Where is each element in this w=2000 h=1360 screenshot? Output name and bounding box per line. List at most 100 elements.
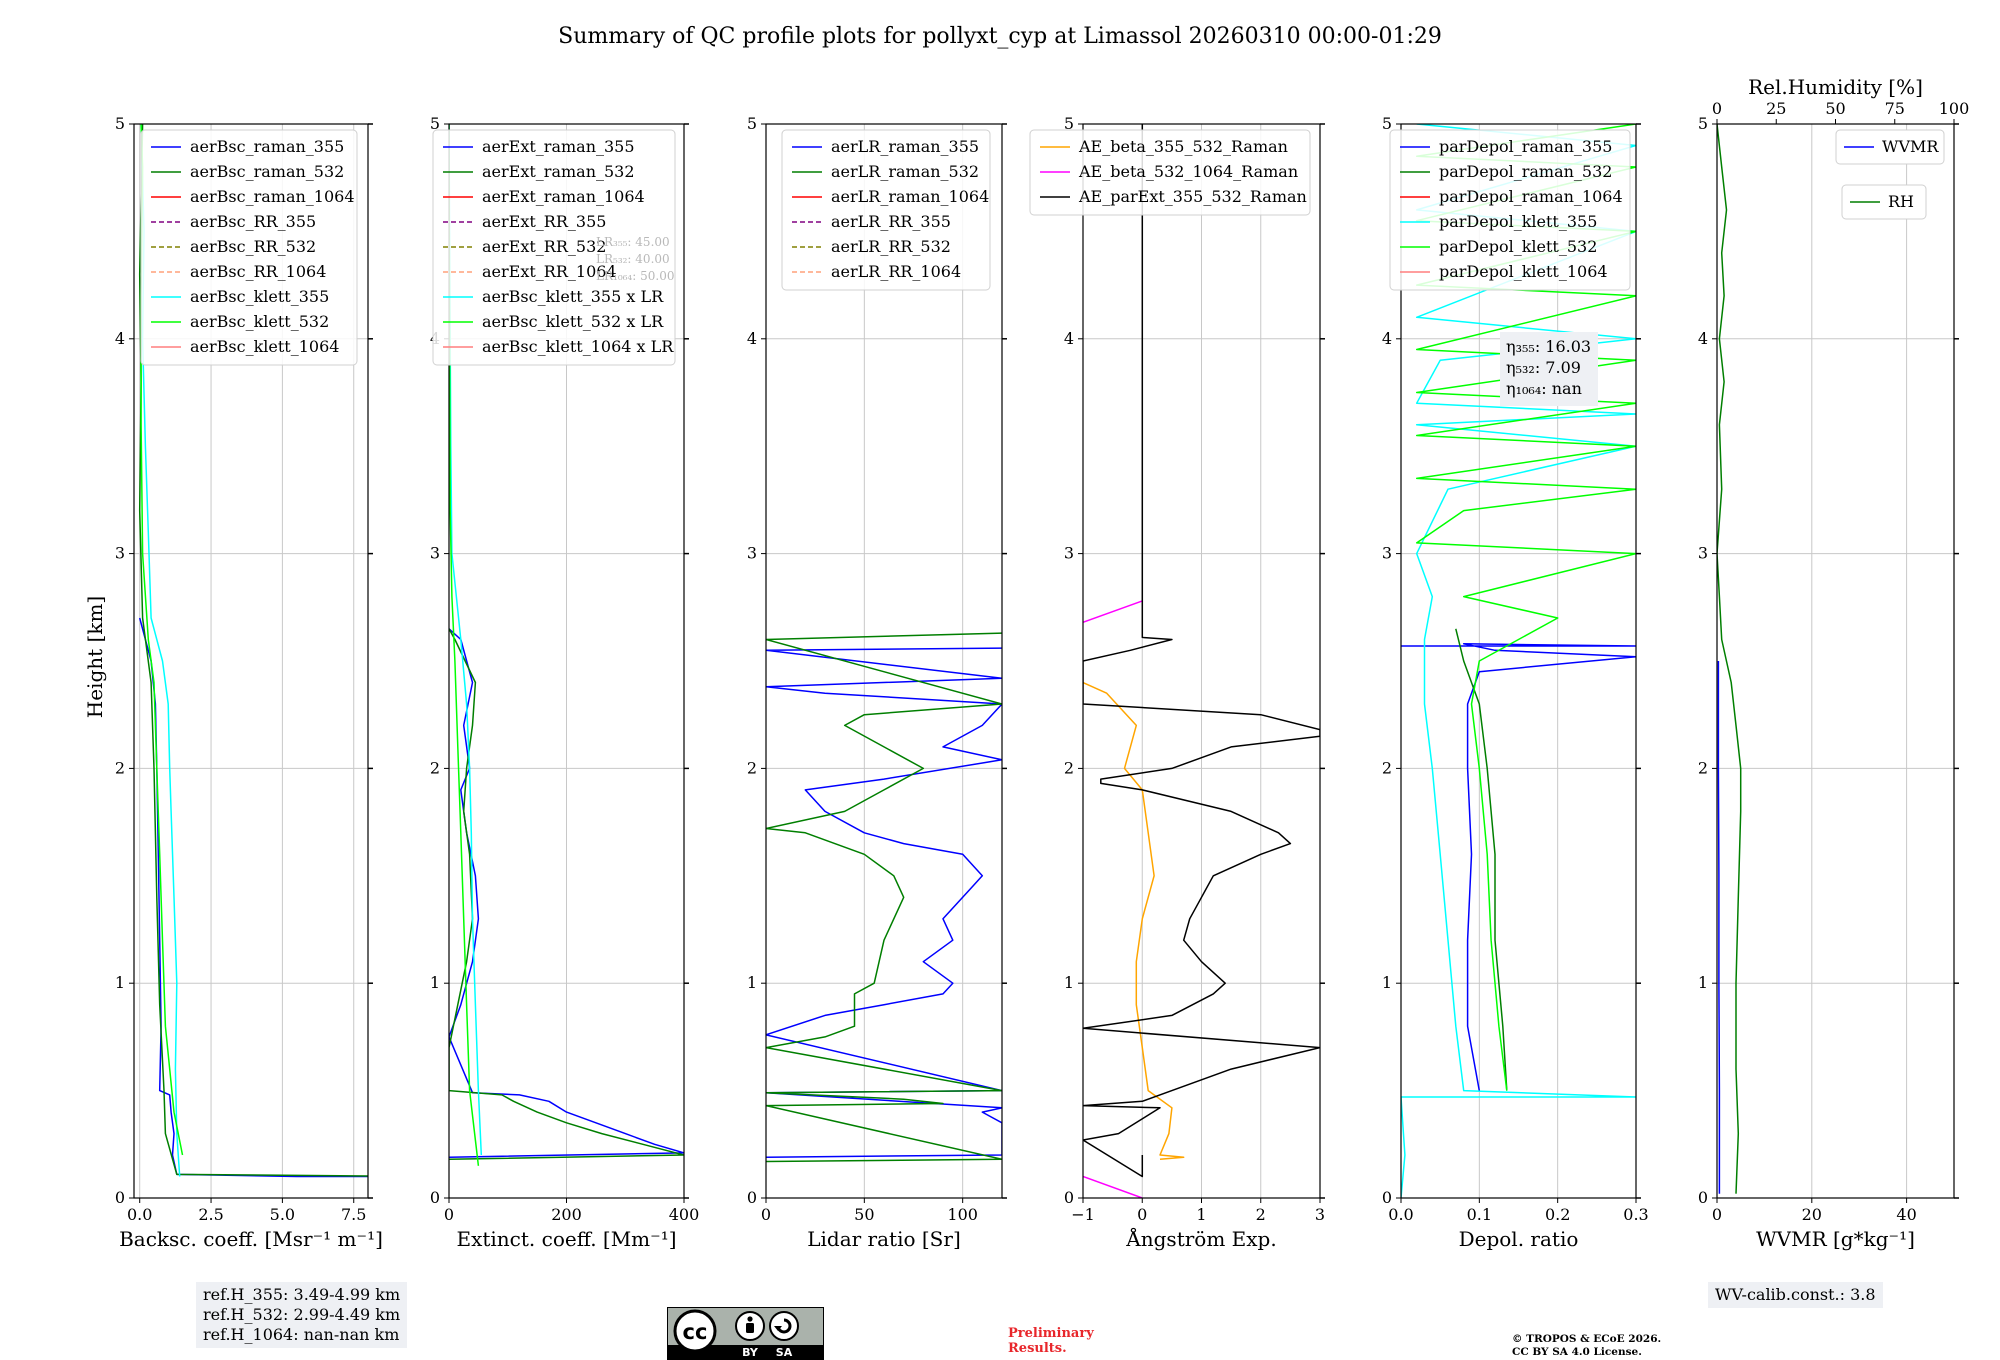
- series-AE_beta_532_1064_Raman: [1083, 1175, 1143, 1198]
- series-aerLR_raman_355: [766, 647, 1002, 1158]
- series-aerExt_raman_532: [449, 628, 684, 1161]
- panel-bsc: 0.0 2.5 5.0 7.5 0 1 2 3 4 5 Backsc. coeff. [Msr⁻¹ …: [115, 114, 383, 1251]
- series-aerLR_raman_532: [766, 632, 1002, 1163]
- y-tick-label-ae: 1: [1064, 973, 1074, 992]
- x-tick-label-ae: 2: [1256, 1205, 1266, 1224]
- x-tick-label-ae: 3: [1315, 1205, 1325, 1224]
- top-tick-label-wv: 100: [1939, 99, 1970, 118]
- series-aerBsc_klett_355: [140, 124, 181, 1177]
- y-tick-label-depol: 4: [1382, 329, 1392, 348]
- y-tick-label-bsc: 0: [115, 1188, 125, 1207]
- lr-annotation: LR₃₅₅: 45.00: [596, 235, 670, 249]
- x-tick-label-depol: 0.1: [1467, 1205, 1492, 1224]
- x-tick-label-wv: 20: [1802, 1205, 1822, 1224]
- y-tick-label-ext: 2: [430, 758, 440, 777]
- y-tick-label-depol: 3: [1382, 544, 1392, 563]
- y-tick-label-wv: 3: [1698, 544, 1708, 563]
- axes-frame-bsc: [133, 123, 369, 1199]
- legend-box-wvmr: [1835, 129, 1945, 165]
- legend-label-bsc: aerBsc_klett_1064: [190, 337, 339, 356]
- legend-box-rh: [1841, 184, 1927, 220]
- ref-height-1064: ref.H_1064: nan-nan km: [203, 1325, 400, 1344]
- series-parDepol_raman_532: [1455, 628, 1508, 1091]
- by-label: BY: [742, 1346, 759, 1359]
- x-axis-label-depol: Depol. ratio: [1459, 1227, 1579, 1251]
- x-tick-label-bsc: 5.0: [270, 1205, 295, 1224]
- preliminary-line1: Preliminary: [1008, 1326, 1094, 1341]
- y-tick-label-ae: 5: [1064, 114, 1074, 133]
- preliminary-line2: Results.: [1008, 1341, 1067, 1356]
- legend-label-bsc: aerBsc_RR_532: [190, 237, 316, 256]
- x-axis-label-ext: Extinct. coeff. [Mm⁻¹]: [456, 1227, 676, 1251]
- y-tick-label-ext: 3: [430, 544, 440, 563]
- x-tick-label-ae: 0: [1137, 1205, 1147, 1224]
- legend-box-depol: [1389, 129, 1631, 291]
- eta-box: [1500, 332, 1598, 406]
- y-tick-label-wv: 4: [1698, 329, 1708, 348]
- x-tick-label-depol: 0.0: [1388, 1205, 1413, 1224]
- copyright-line1: © TROPOS & ECoE 2026.: [1512, 1333, 1662, 1345]
- legend-label-ext: aerExt_RR_532: [482, 237, 606, 256]
- ref-height-355: ref.H_355: 3.49-4.99 km: [203, 1285, 401, 1304]
- legend-label-bsc: aerBsc_raman_532: [190, 162, 344, 181]
- legend-label-ext: aerExt_RR_355: [482, 212, 606, 231]
- cc-logo-text: cc: [683, 1320, 708, 1344]
- y-tick-label-bsc: 3: [115, 544, 125, 563]
- series-parDepol_raman_355: [1401, 643, 1636, 1091]
- legend-label-depol: parDepol_raman_355: [1439, 137, 1612, 156]
- ref-height-532: ref.H_532: 2.99-4.49 km: [203, 1305, 401, 1324]
- y-tick-label-wv: 5: [1698, 114, 1708, 133]
- x-tick-label-lr: 50: [854, 1205, 874, 1224]
- series-parDepol_klett_355: [1401, 124, 1636, 1198]
- copyright-line2: CC BY SA 4.0 License.: [1512, 1346, 1642, 1358]
- y-tick-label-lr: 3: [747, 544, 757, 563]
- legend-box-bsc: [140, 129, 358, 366]
- x-tick-label-bsc: 2.5: [198, 1205, 223, 1224]
- x-axis-label-wv: WVMR [g*kg⁻¹]: [1756, 1227, 1915, 1251]
- x-tick-label-ae: −1: [1071, 1205, 1095, 1224]
- y-tick-label-wv: 2: [1698, 758, 1708, 777]
- legend-label-depol: parDepol_klett_1064: [1439, 262, 1608, 281]
- series-aerExt_raman_355: [449, 628, 684, 1158]
- legend-label-ext: aerBsc_klett_1064 x LR: [482, 337, 674, 356]
- y-tick-label-bsc: 5: [115, 114, 125, 133]
- legend-label-depol: parDepol_klett_355: [1439, 212, 1597, 231]
- legend-label-ae: AE_beta_532_1064_Raman: [1078, 162, 1298, 181]
- series-group-lr: [766, 632, 1002, 1163]
- y-axis-label: Height [km]: [83, 596, 107, 718]
- x-tick-label-bsc: 0.0: [127, 1205, 152, 1224]
- sa-share-icon: [769, 1311, 799, 1341]
- copyright-note: © TROPOS & ECoE 2026. CC BY SA 4.0 Licen…: [1512, 1333, 1661, 1359]
- y-tick-label-ae: 0: [1064, 1188, 1074, 1207]
- legend-label-ae: AE_parExt_355_532_Raman: [1078, 187, 1307, 206]
- legend-label-bsc: aerBsc_klett_532: [190, 312, 329, 331]
- series-aerBsc_klett_532 x LR: [449, 124, 480, 1166]
- x-tick-label-bsc: 7.5: [341, 1205, 366, 1224]
- wv-calib-const: WV-calib.const.: 3.8: [1715, 1285, 1876, 1304]
- panel-depol: 0.0 0.1 0.2 0.3 0 1 2 3 4 5 Depol. ratio parDepol_r…: [1382, 114, 1649, 1251]
- legend-label-ext: aerBsc_klett_532 x LR: [482, 312, 664, 331]
- legend-label-bsc: aerBsc_raman_355: [190, 137, 344, 156]
- series-group-ae: [1083, 124, 1320, 1198]
- series-AE_beta_355_532_Raman: [1083, 681, 1185, 1161]
- panel-wv: 0 20 40 0 1 2 3 4 5 WVMR [g*kg⁻¹] 0 25 50 75 100 Rel.Hu…: [1698, 75, 1969, 1251]
- x-tick-label-lr: 0: [761, 1205, 771, 1224]
- y-tick-label-ae: 4: [1064, 329, 1074, 348]
- y-tick-label-ext: 0: [430, 1188, 440, 1207]
- sa-label: SA: [776, 1346, 793, 1359]
- y-tick-label-bsc: 1: [115, 973, 125, 992]
- eta-annotation: η₃₅₅: 16.03: [1506, 337, 1591, 356]
- legend-label-lr: aerLR_raman_355: [831, 137, 979, 156]
- legend-label-ext: aerExt_RR_1064: [482, 262, 617, 281]
- lr-annotation: LR₅₃₂: 40.00: [596, 252, 670, 266]
- legend-label-bsc: aerBsc_RR_1064: [190, 262, 326, 281]
- legend-label-lr: aerLR_RR_355: [831, 212, 951, 231]
- y-tick-label-depol: 1: [1382, 973, 1392, 992]
- legend-label-ae: AE_beta_355_532_Raman: [1078, 137, 1288, 156]
- figure-title: Summary of QC profile plots for pollyxt_…: [558, 24, 1442, 49]
- series-AE_parExt_355_532_Raman: [1083, 124, 1320, 1178]
- axes-frame-wv: [1716, 123, 1955, 1199]
- legend-label-depol: parDepol_raman_1064: [1439, 187, 1623, 206]
- panels-layer: 0.0 2.5 5.0 7.5 0 1 2 3 4 5 Backsc. coeff. [Msr⁻¹ …: [115, 75, 1969, 1251]
- preliminary-note: Preliminary Results.: [1008, 1326, 1094, 1356]
